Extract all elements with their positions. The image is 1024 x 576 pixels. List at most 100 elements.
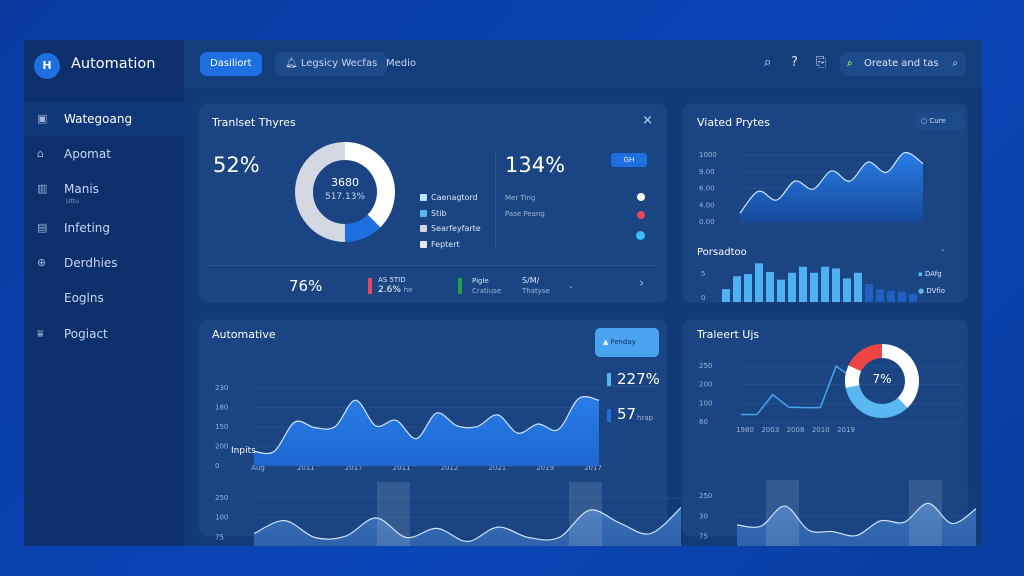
- search-icon[interactable]: ⌕: [764, 55, 772, 70]
- bar: [832, 268, 840, 302]
- red-indicator: [368, 278, 372, 294]
- building-icon: ▥: [37, 182, 48, 195]
- y-tick-label: 9.00: [699, 168, 715, 176]
- status-dot-red: [637, 211, 645, 219]
- sidebar-item-infeting[interactable]: ▤ Infeting: [24, 211, 184, 245]
- series-line: [741, 365, 853, 416]
- bar: [788, 272, 796, 302]
- transit-types-card: Tranlset Thyres × 52% 3680 517.13% Caena…: [200, 104, 667, 302]
- series-line: [736, 502, 977, 537]
- y-tick-label: 75: [699, 533, 708, 541]
- legend-swatch: [420, 225, 427, 232]
- row-label: Pase Peang: [505, 210, 545, 218]
- legend-item: Searfeyfarte: [420, 224, 481, 240]
- highlight-band: [569, 482, 602, 546]
- inputs-area-chart: 0 75 100 250 3ON 3OI Mar 3OS Jun Jus Jan: [200, 320, 682, 546]
- stat-left: 52%: [213, 153, 260, 177]
- stat-indicator: [607, 373, 611, 386]
- legend-label: Stib: [431, 208, 447, 218]
- home-icon: ⌂: [37, 147, 44, 160]
- filter-icon: ⩸: [37, 327, 44, 340]
- sidebar-item-derdhies[interactable]: ⊕ Derdhies: [24, 246, 184, 280]
- circle-icon: ○: [921, 117, 930, 125]
- chevron-right-icon[interactable]: ›: [639, 276, 645, 291]
- row-label: Mer Ting: [505, 194, 536, 202]
- sidebar-item-label: Infeting: [64, 221, 111, 235]
- legend-swatch: [420, 240, 427, 248]
- close-icon[interactable]: ×: [642, 113, 653, 128]
- automotive-area-chart: 0 200 150 180 230 Aug 2011 2017 2011 2012 2021 2019…: [200, 320, 667, 536]
- card-title: Tranlset Thyres: [212, 116, 296, 129]
- y-tick-label: 0: [701, 294, 705, 302]
- portion-svg: 05: [701, 263, 917, 302]
- legend-label: Caenagtord: [431, 193, 478, 202]
- bar: [777, 279, 785, 302]
- tab-medio[interactable]: Medio: [386, 58, 417, 69]
- search-submit-icon[interactable]: ⌕: [952, 58, 958, 69]
- x-tick-label: 1980: [736, 426, 754, 434]
- divider: [605, 386, 659, 387]
- sidebar-item-pogiact[interactable]: ⩸ Pogiact: [24, 317, 184, 351]
- series-area: [254, 507, 681, 546]
- legend-swatch: [420, 209, 427, 217]
- y-tick-label: 0.00: [699, 218, 715, 226]
- sidebar-item-wategoang[interactable]: ▣ Wategoang: [24, 102, 184, 136]
- chevron-down-icon[interactable]: ⌄: [940, 245, 946, 253]
- traleert-card: Traleert Ujs 60 100 200 250 1980 2003 2008 2010…: [683, 320, 977, 546]
- y-tick-label: 250: [699, 362, 712, 370]
- bar: [898, 291, 906, 302]
- bar: [909, 293, 917, 302]
- gh-button[interactable]: GH: [611, 153, 647, 167]
- sidebar-item-apomat[interactable]: ⌂ Apomat: [24, 137, 184, 171]
- footer-item3-top: S/M/: [522, 276, 540, 285]
- x-tick-label: 2021: [488, 464, 506, 472]
- report-icon: ▤: [37, 221, 48, 234]
- cure-button[interactable]: ○ Cure: [913, 112, 965, 130]
- fenday-button[interactable]: ▲ Fenday: [595, 328, 659, 357]
- footer-item2-bottom: Cratiuse: [472, 287, 502, 295]
- y-tick-label: 4.00: [699, 201, 715, 209]
- bar: [766, 271, 774, 302]
- sidebar-item-eoglns[interactable]: Eoglns: [24, 281, 184, 315]
- search-input[interactable]: ⌕ Oreate and tas ⌕: [840, 52, 966, 76]
- y-tick-label: 200: [215, 443, 228, 451]
- x-tick-label: 2010: [812, 426, 830, 434]
- tab-dashboard[interactable]: Dasiliort: [200, 52, 262, 76]
- automotive-card: Automative 0 200 150 180 230 Aug 2011 2017 2011 2…: [200, 320, 682, 546]
- donut-center-sub: 517.13%: [324, 192, 366, 202]
- x-tick-label: Aug: [251, 464, 265, 472]
- donut-chart: [295, 142, 395, 242]
- series-area: [740, 152, 923, 222]
- app-window: H Automation ▣ Wategoang ⌂ Apomat ▥ Manis Ut…: [24, 40, 982, 546]
- donut-legend: Caenagtord Stib Searfeyfarte Feptert: [420, 193, 481, 255]
- sidebar-item-manis[interactable]: ▥ Manis Uttu: [24, 172, 184, 206]
- stat-right: 134%: [505, 153, 566, 177]
- header: Dasiliort 🔔︎ Legsicy Wecfas Medio ⌕ ? ⎘ …: [184, 40, 982, 88]
- donut-segment: [845, 384, 908, 418]
- notifications-icon[interactable]: ⎘: [816, 55, 827, 70]
- help-icon[interactable]: ?: [791, 55, 798, 70]
- legend-item: Stib: [420, 209, 481, 225]
- x-tick-label: 2012: [441, 464, 459, 472]
- chevron-down-icon[interactable]: ⌄: [568, 282, 574, 290]
- series-area: [737, 503, 976, 546]
- y-tick-label: 30: [699, 512, 708, 520]
- y-tick-label: 200: [699, 381, 712, 389]
- bar: [799, 266, 807, 302]
- button-label: Cure: [929, 117, 946, 125]
- x-tick-label: 2008: [787, 426, 805, 434]
- visited-svg: 0.00 4.00 6.00 9.00 1000: [699, 151, 924, 226]
- sidebar-item-label: Manis: [64, 182, 99, 196]
- user-icon: ▲: [603, 338, 611, 346]
- bar: [876, 289, 884, 302]
- legend-dot: ▪: [918, 270, 925, 278]
- y-tick-label: 5: [701, 270, 705, 278]
- sidebar-item-label: Apomat: [64, 147, 111, 161]
- bar: [810, 272, 818, 302]
- dashboard-icon: ▣: [37, 112, 48, 125]
- tab-legacy[interactable]: 🔔︎ Legsicy Wecfas: [275, 52, 388, 76]
- x-tick-label: 2011: [297, 464, 315, 472]
- series-area: [254, 396, 599, 466]
- y-tick-label: 0: [215, 462, 219, 470]
